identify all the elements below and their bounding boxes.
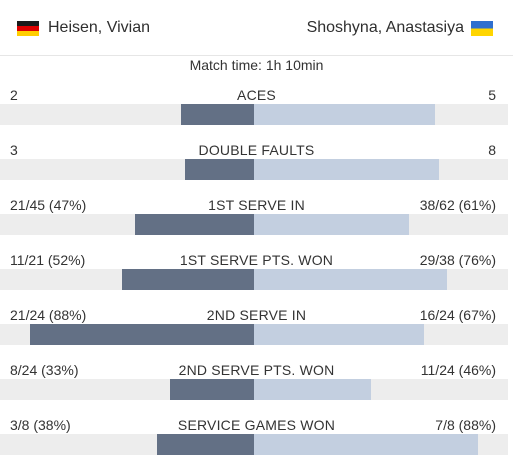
stat-left-value: 3/8 (38%) [10,417,71,433]
stat-bar-track [0,379,508,400]
stat-bar-track [0,214,508,235]
stat-bar-track [0,159,508,180]
stat-row: 21/24 (88%) 2ND SERVE IN 16/24 (67%) [0,304,513,359]
stat-row: 21/45 (47%) 1ST SERVE IN 38/62 (61%) [0,194,513,249]
stat-right-value: 8 [488,142,496,158]
stat-left-value: 8/24 (33%) [10,362,79,378]
stat-bar-track [0,104,508,125]
match-header: Heisen, Vivian Shoshyna, Anastasiya [0,0,513,56]
stat-bar-right [254,214,409,235]
stat-right-value: 29/38 (76%) [419,252,496,268]
stat-right-value: 11/24 (46%) [420,362,496,378]
stat-left-value: 2 [10,87,18,103]
stat-label: DOUBLE FAULTS [198,142,315,158]
stat-row: 3/8 (38%) SERVICE GAMES WON 7/8 (88%) [0,414,513,469]
stat-values: 3/8 (38%) SERVICE GAMES WON 7/8 (88%) [0,417,513,435]
stat-bar-right [254,159,439,180]
germany-flag-icon [17,20,39,36]
stat-values: 3 DOUBLE FAULTS 8 [0,142,513,160]
stat-left-value: 21/45 (47%) [10,197,87,213]
stat-bar-left [170,379,254,400]
stat-label: ACES [237,87,276,103]
stat-bar-left [135,214,254,235]
player-right-name: Shoshyna, Anastasiya [306,19,464,36]
stat-values: 11/21 (52%) 1ST SERVE PTS. WON 29/38 (76%) [0,252,513,270]
stat-bar-track [0,324,508,345]
player-left-name: Heisen, Vivian [48,19,150,36]
stat-label: 2ND SERVE PTS. WON [178,362,335,378]
stat-values: 21/24 (88%) 2ND SERVE IN 16/24 (67%) [0,307,513,325]
stat-values: 21/45 (47%) 1ST SERVE IN 38/62 (61%) [0,197,513,215]
stat-values: 2 ACES 5 [0,87,513,105]
stat-right-value: 5 [488,87,496,103]
stat-bar-right [254,324,424,345]
stat-bar-track [0,269,508,290]
stats-list: 2 ACES 5 3 DOUBLE FAULTS 8 21/45 (47%) 1ST SERV… [0,84,513,469]
ukraine-flag-icon [471,20,493,36]
stat-bar-right [254,269,447,290]
stat-bar-right [254,104,435,125]
stat-values: 8/24 (33%) 2ND SERVE PTS. WON 11/24 (46%) [0,362,513,380]
stat-bar-left [181,104,254,125]
player-left[interactable]: Heisen, Vivian [17,19,150,37]
player-right[interactable]: Shoshyna, Anastasiya [307,19,493,37]
stat-bar-left [185,159,254,180]
stat-label: 2ND SERVE IN [206,307,307,323]
stat-right-value: 38/62 (61%) [419,197,496,213]
stat-row: 11/21 (52%) 1ST SERVE PTS. WON 29/38 (76%) [0,249,513,304]
stat-left-value: 11/21 (52%) [10,252,86,268]
stat-row: 3 DOUBLE FAULTS 8 [0,139,513,194]
stat-right-value: 16/24 (67%) [419,307,496,323]
stat-right-value: 7/8 (88%) [435,417,496,433]
stat-bar-left [157,434,254,455]
stat-row: 8/24 (33%) 2ND SERVE PTS. WON 11/24 (46%) [0,359,513,414]
stat-label: SERVICE GAMES WON [177,417,336,433]
stat-left-value: 21/24 (88%) [10,307,87,323]
stat-bar-right [254,434,478,455]
stat-label: 1ST SERVE PTS. WON [179,252,334,268]
stat-label: 1ST SERVE IN [208,197,305,213]
stat-bar-right [254,379,371,400]
stat-left-value: 3 [10,142,18,158]
stat-bar-left [30,324,254,345]
stat-bar-track [0,434,508,455]
stat-bar-left [122,269,254,290]
stat-row: 2 ACES 5 [0,84,513,139]
match-time: Match time: 1h 10min [189,57,324,73]
